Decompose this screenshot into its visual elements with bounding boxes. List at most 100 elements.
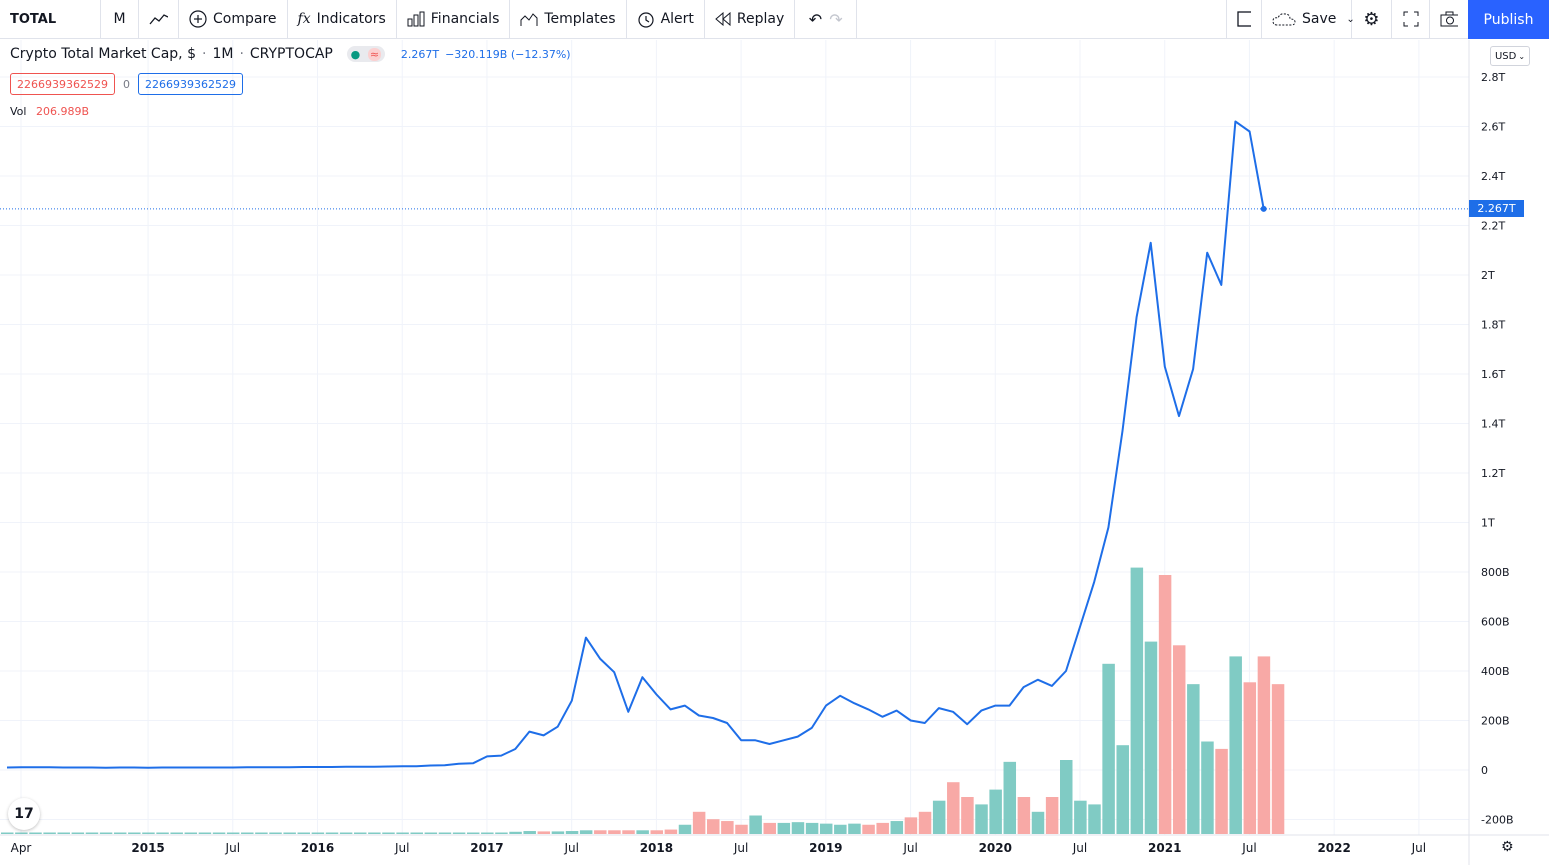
alert-label: Alert [660,11,694,27]
y-tick-label: -200B [1481,814,1514,827]
x-tick-label: Jul [563,841,578,855]
legend-interval: 1M [212,46,234,62]
series-legend: Crypto Total Market Cap, $ · 1M · CRYPTO… [10,46,571,62]
layout-button[interactable] [1226,0,1262,39]
volume-bar [763,822,776,834]
x-tick-label: Apr [11,841,32,855]
indicators-button[interactable]: fx Indicators [288,0,397,39]
interval-button[interactable]: M [101,0,139,39]
volume-bar [989,789,1002,834]
y-tick-label: 2T [1481,269,1495,282]
currency-select[interactable]: USD ⌄ [1490,46,1530,66]
volume-bar [509,831,522,834]
volume-bar [1158,575,1172,834]
y-tick-label: 1.6T [1481,368,1505,381]
symbol-search-button[interactable]: TOTAL [0,0,101,39]
plus-circle-icon [189,10,207,28]
y-tick-label: 1.8T [1481,319,1505,332]
volume-bar [608,830,621,834]
snapshot-button[interactable] [1430,0,1468,39]
undo-icon[interactable]: ↶ [808,9,823,29]
price-chart[interactable]: 2.8T 2.6T 2.4T 2.2T 2T 1.8T 1.6T 1.4T 1.2T 1T 800B… [0,40,1549,865]
volume-legend: Vol 206.989B [10,105,89,118]
publish-button[interactable]: Publish [1468,0,1549,39]
save-button[interactable]: Save ⌄ [1262,0,1355,39]
cloud-icon [1272,12,1296,26]
fullscreen-button[interactable] [1392,0,1430,39]
volume-bar [255,832,268,834]
currency-label: USD [1494,50,1517,62]
x-tick-label: 2015 [131,841,164,855]
chart-type-button[interactable] [139,0,179,39]
volume-bar [128,832,141,834]
volume-bar [43,832,56,834]
chevron-down-icon[interactable]: ⌄ [1346,13,1355,25]
volume-bar [142,832,155,834]
volume-bar [622,830,635,834]
value-box-red: 2266939362529 [10,73,115,95]
volume-bar [481,832,494,834]
volume-bar [198,832,212,834]
square-icon [1237,11,1251,27]
volume-bar [932,800,946,834]
volume-bar [551,831,565,834]
indicators-label: Indicators [316,11,386,27]
volume-bar [29,832,42,834]
volume-bar [325,832,339,834]
settings-button[interactable]: ⚙ [1352,0,1392,39]
approx-icon: ≈ [367,47,382,61]
y-tick-label: 2.8T [1481,71,1505,84]
replay-button[interactable]: Replay [705,0,796,39]
volume-bar [707,819,720,834]
volume-bar [777,822,791,834]
volume-bar [565,831,579,834]
volume-bar [71,832,85,834]
volume-bar [1116,745,1129,834]
financials-button[interactable]: Financials [397,0,511,39]
x-tick-label: Jul [1241,841,1256,855]
volume-bar [1003,761,1017,834]
y-tick-label: 200B [1481,715,1510,728]
function-icon: fx [297,11,311,27]
current-price-tag: 2.267T [1469,200,1524,217]
volume-bar [1,832,14,834]
tradingview-logo-icon[interactable]: 17 [8,798,40,830]
y-tick-label: 600B [1481,616,1510,629]
undo-redo-group: ↶ ↷ [795,0,858,39]
plot-area [0,40,1469,835]
price-line [6,120,1265,769]
volume-bar [791,822,805,834]
volume-bar [452,832,466,834]
x-tick-label: Jul [1072,841,1087,855]
legend-change: −320.119B (−12.37%) [445,47,571,61]
volume-bar [1017,797,1031,834]
volume-bar [1130,567,1144,834]
redo-icon[interactable]: ↷ [829,9,843,29]
x-tick-label: Jul [225,841,240,855]
templates-button[interactable]: Templates [510,0,627,39]
market-status-pill[interactable]: ● ≈ [346,46,385,62]
volume-bar [1045,797,1059,834]
volume-bar [1088,804,1101,834]
toolbar-spacer [857,0,1226,39]
alert-button[interactable]: Alert [627,0,705,39]
volume-bar [961,797,974,834]
volume-bar [1187,684,1200,834]
x-tick-label: Jul [1411,841,1426,855]
volume-value: 206.989B [35,105,90,118]
interval-label: M [113,11,126,27]
volume-bar [466,832,480,834]
volume-bar [85,832,99,834]
volume-bar [749,815,762,834]
volume-bar [735,824,748,834]
volume-bar [678,824,692,834]
compare-button[interactable]: Compare [179,0,288,39]
volume-bar [636,830,649,834]
volume-bar [890,821,904,834]
gear-icon[interactable]: ⚙ [1501,839,1514,855]
volume-bar [523,831,536,834]
volume-bar [1271,684,1285,834]
publish-label: Publish [1483,11,1534,28]
volume-bar [918,811,932,834]
x-tick-label: 2019 [809,841,842,855]
